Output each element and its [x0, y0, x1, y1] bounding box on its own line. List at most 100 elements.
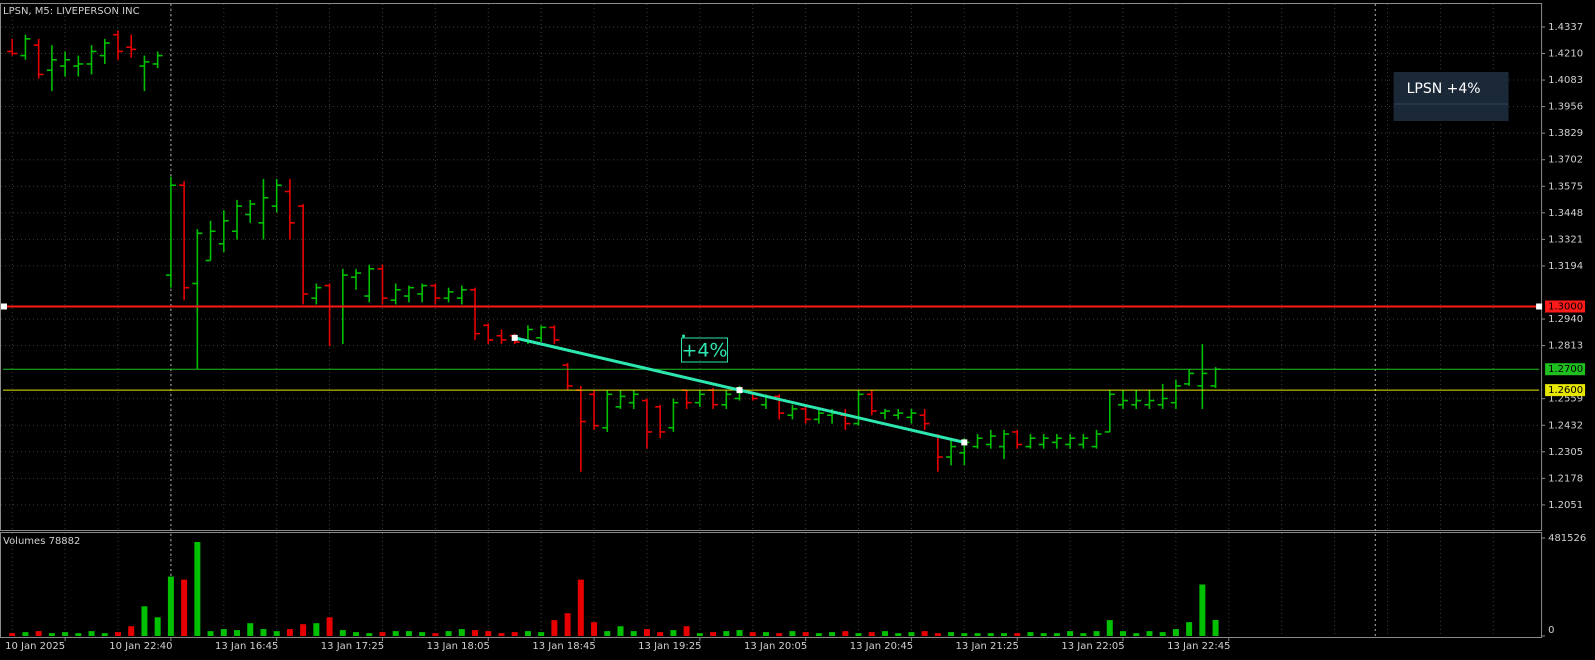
volume-bar: [1199, 584, 1206, 636]
level-label-box: [1545, 363, 1586, 376]
volume-bar: [1014, 633, 1021, 636]
volume-bar: [260, 629, 267, 636]
volume-bar: [1120, 631, 1127, 636]
level-label-box: [1545, 300, 1586, 313]
volume-tick-label: 481526: [1548, 533, 1586, 544]
volume-bar: [683, 626, 690, 636]
y-tick-label: 1.2559: [1548, 394, 1583, 405]
volume-bar: [1186, 622, 1193, 636]
volume-bar: [1172, 629, 1179, 636]
level-label: 1.2600: [1548, 385, 1583, 396]
level-label: 1.2700: [1548, 364, 1583, 375]
volume-bar: [934, 633, 941, 636]
label-anchor: [682, 334, 686, 338]
level-handle: [1536, 303, 1543, 310]
volume-bar: [908, 632, 915, 636]
volume-bar: [207, 631, 214, 636]
y-tick-label: 1.3194: [1548, 261, 1583, 272]
volume-bar: [723, 631, 730, 636]
volume-bar: [326, 617, 333, 636]
x-tick-label: 10 Jan 2025: [5, 641, 65, 652]
y-tick-label: 1.2813: [1548, 341, 1583, 352]
volume-bar: [234, 630, 241, 636]
volume-bar: [987, 633, 994, 636]
volume-bar: [1212, 619, 1219, 636]
volume-bar: [154, 617, 161, 636]
x-tick-label: 13 Jan 18:05: [427, 641, 490, 652]
volume-bar: [458, 629, 465, 636]
volume-bar: [921, 631, 928, 636]
volume-bar: [48, 633, 55, 636]
volume-bar: [948, 632, 955, 636]
x-tick-label: 13 Jan 22:05: [1061, 641, 1124, 652]
y-tick-label: 1.2432: [1548, 420, 1583, 431]
volume-bar: [1067, 631, 1074, 636]
volume-bar: [789, 631, 796, 636]
level-label: 1.3000: [1548, 301, 1583, 312]
main-pane: [0, 3, 1543, 531]
volume-bar: [101, 633, 108, 636]
volume-bar: [472, 630, 479, 636]
volume-bar: [167, 576, 174, 636]
y-tick-label: 1.4210: [1548, 49, 1583, 60]
volume-bar: [524, 631, 531, 636]
volume-bar: [855, 633, 862, 636]
x-tick-label: 13 Jan 20:05: [744, 641, 807, 652]
volume-bar: [445, 631, 452, 636]
volume-tick-label: 0: [1548, 625, 1554, 636]
volume-bar: [392, 631, 399, 636]
volume-bar: [432, 633, 439, 636]
x-tick-label: 13 Jan 18:45: [532, 641, 595, 652]
volume-bar: [762, 632, 769, 636]
level-handle: [1, 303, 7, 310]
volume-bar: [696, 633, 703, 636]
volume-bar: [379, 632, 386, 636]
volume-bar: [419, 632, 426, 636]
trendline-handle: [961, 439, 968, 446]
volume-bar: [802, 632, 809, 636]
volume-bar: [220, 629, 227, 636]
trendline-handle: [736, 387, 743, 394]
volume-bar: [564, 613, 571, 636]
volume-bar: [485, 631, 492, 636]
volume-bar: [128, 626, 135, 636]
y-tick-label: 1.3702: [1548, 155, 1583, 166]
volume-bar: [247, 623, 254, 636]
volume-bar: [313, 623, 320, 636]
volume-bar: [273, 631, 280, 636]
x-tick-label: 13 Jan 16:45: [215, 641, 278, 652]
y-tick-label: 1.4337: [1548, 22, 1583, 33]
volume-bar: [498, 633, 505, 636]
x-tick-label: 13 Jan 17:25: [321, 641, 384, 652]
volume-bar: [776, 633, 783, 636]
volume-bar: [511, 632, 518, 636]
volume-pane: [0, 532, 1543, 638]
y-tick-label: 1.3448: [1548, 208, 1583, 219]
x-tick-label: 13 Jan 21:25: [956, 641, 1019, 652]
volume-bar: [366, 633, 373, 636]
volume-bar: [1053, 633, 1060, 636]
volume-bar: [114, 632, 121, 636]
volume-bar: [643, 629, 650, 636]
volume-bar: [670, 630, 677, 636]
volume-bar: [736, 630, 743, 636]
y-tick-label: 1.2940: [1548, 314, 1583, 325]
x-tick-label: 13 Jan 22:45: [1167, 641, 1230, 652]
volume-bar: [1106, 620, 1113, 636]
volume-bar: [1080, 633, 1087, 636]
y-tick-label: 1.2178: [1548, 473, 1583, 484]
volume-bar: [1146, 631, 1153, 636]
volume-bar: [961, 633, 968, 636]
volume-bar: [1000, 633, 1007, 636]
volume-bar: [9, 633, 16, 636]
annotation-box: [1393, 72, 1509, 121]
volume-bar: [551, 620, 558, 636]
volume-bar: [617, 626, 624, 636]
volume-bar: [1040, 633, 1047, 636]
annotation-text: LPSN +4%: [1407, 81, 1481, 97]
volume-bar: [194, 541, 201, 636]
y-tick-label: 1.3956: [1548, 102, 1583, 113]
volume-bar: [710, 632, 717, 636]
volume-bar: [895, 633, 902, 636]
volume-bar: [842, 631, 849, 636]
